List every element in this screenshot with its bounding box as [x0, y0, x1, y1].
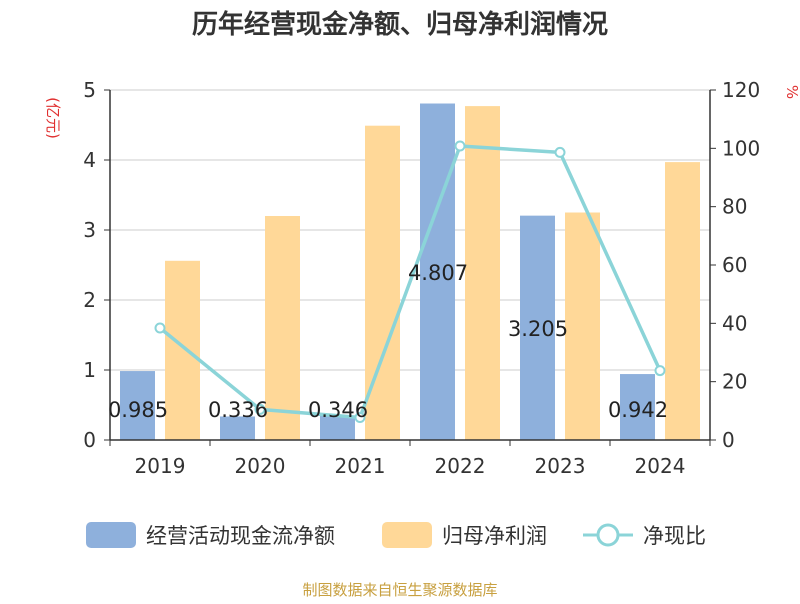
y-tick-label: 1 [83, 358, 96, 382]
bar-netprofit-2019[interactable] [165, 260, 200, 440]
data-label-cashflow-2019: 0.985 [108, 398, 168, 422]
bar-netprofit-2020[interactable] [265, 216, 300, 440]
point-ratio-2020[interactable] [254, 403, 266, 415]
data-label-layer: 0.985 0.336 0.346 4.807 3.205 0.942 [108, 261, 668, 422]
bar-netprofit-2023[interactable] [565, 212, 600, 441]
point-ratio-2023[interactable] [554, 146, 566, 158]
chart-title: 历年经营现金净额、归母净利润情况 [192, 9, 608, 40]
data-label-cashflow-2024: 0.942 [608, 398, 668, 422]
grid-layer [110, 89, 710, 371]
y2-tick-label: 80 [722, 195, 747, 219]
y-tick-label: 5 [83, 78, 96, 102]
x-tick-label: 2024 [635, 454, 686, 478]
y2-tick-label: 100 [722, 136, 760, 160]
data-label-cashflow-2022: 4.807 [408, 261, 468, 285]
legend-swatch-cashflow[interactable] [86, 522, 136, 548]
bar-netprofit-2022[interactable] [465, 106, 500, 440]
line-ratio [158, 144, 662, 420]
x-tick-label: 2020 [235, 454, 286, 478]
y-axis-unit-label: (亿元) [44, 97, 62, 139]
bar-cashflow-2019[interactable] [120, 371, 155, 440]
legend-label-netprofit[interactable]: 归母净利润 [442, 524, 547, 548]
legend-label-cashflow[interactable]: 经营活动现金流净额 [146, 524, 335, 548]
y2-tick-label: 60 [722, 253, 747, 277]
legend-label-ratio[interactable]: 净现比 [643, 524, 706, 548]
point-ratio-2019[interactable] [154, 322, 166, 334]
y-tick-label: 3 [83, 218, 96, 242]
x-tick-label: 2022 [435, 454, 486, 478]
point-ratio-2024[interactable] [654, 365, 666, 377]
y2-tick-label: 40 [722, 311, 747, 335]
bar-cashflow-2020[interactable] [220, 416, 255, 440]
point-ratio-2021[interactable] [354, 412, 366, 424]
axis-layer: 0 1 2 3 4 5 0 20 40 60 80 100 120 2019 2020 2021 2022 202… [83, 78, 760, 478]
bar-netprofit-2024[interactable] [665, 162, 700, 440]
y-tick-label: 2 [83, 288, 96, 312]
bar-layer [120, 103, 700, 441]
bar-cashflow-2024[interactable] [620, 374, 655, 440]
point-ratio-2022[interactable] [454, 140, 466, 152]
y2-tick-label: 20 [722, 370, 747, 394]
data-label-cashflow-2020: 0.336 [208, 398, 268, 422]
bar-cashflow-2023[interactable] [520, 215, 555, 440]
legend-swatch-netprofit[interactable] [382, 522, 432, 548]
bar-cashflow-2022[interactable] [420, 103, 455, 440]
y2-axis-unit-label: % [783, 85, 800, 99]
x-tick-label: 2019 [135, 454, 186, 478]
source-note: 制图数据来自恒生聚源数据库 [302, 581, 497, 599]
y-tick-label: 0 [83, 428, 96, 452]
y2-tick-label: 0 [722, 428, 735, 452]
legend-marker-ratio[interactable] [596, 523, 620, 547]
data-label-cashflow-2021: 0.346 [308, 398, 368, 422]
x-tick-label: 2023 [535, 454, 586, 478]
y-tick-label: 4 [83, 148, 96, 172]
legend: 经营活动现金流净额 归母净利润 净现比 [86, 522, 706, 548]
y2-tick-label: 120 [722, 78, 760, 102]
line-layer [154, 140, 666, 424]
data-label-cashflow-2023: 3.205 [508, 317, 568, 341]
bar-cashflow-2021[interactable] [320, 415, 355, 440]
x-tick-label: 2021 [335, 454, 386, 478]
